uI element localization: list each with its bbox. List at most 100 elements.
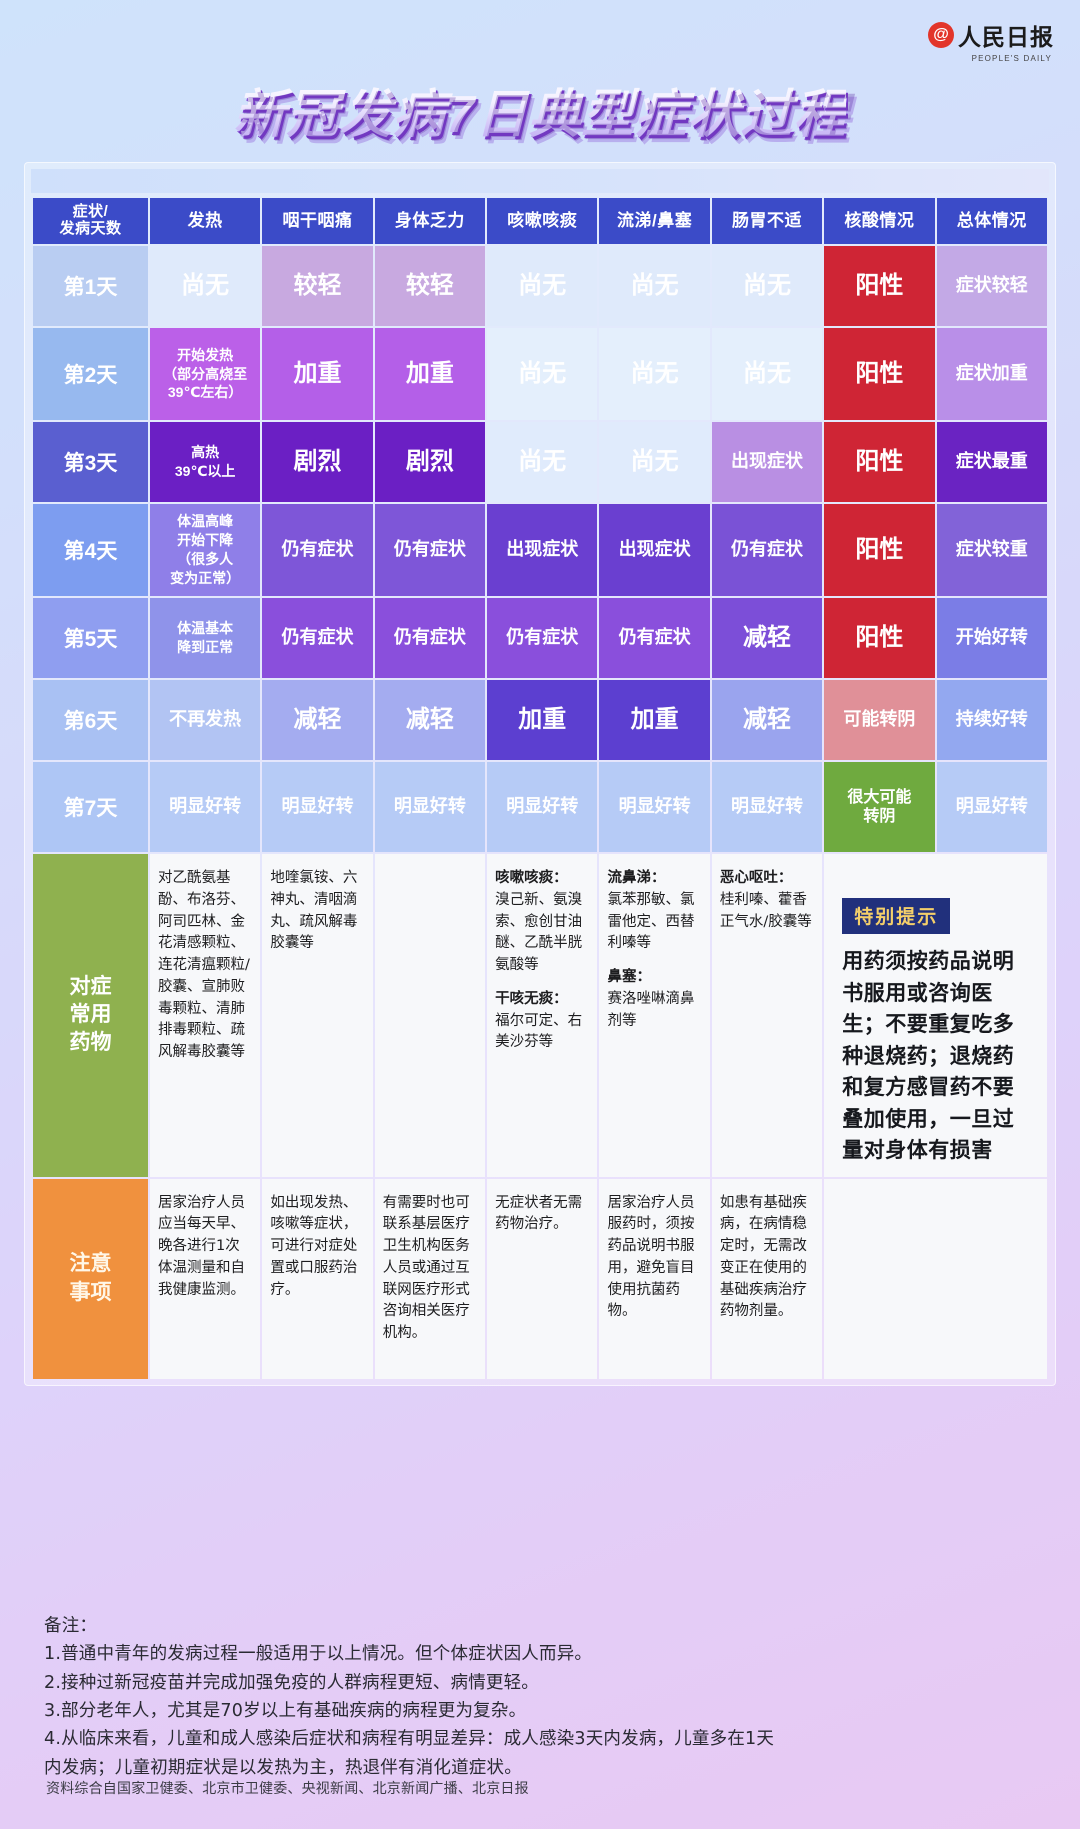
table-row: 第3天 高热 39℃以上 剧烈 剧烈 尚无 尚无 出现症状 阳性 症状最重 [33,422,1047,502]
cell-r3-c2: 仍有症状 [374,504,486,596]
medication-heading: 咳嗽咳痰： [495,870,568,886]
brand-name: 人民日报 [958,24,1054,50]
cell-r6-c3: 明显好转 [487,762,598,852]
caution-empty-cell [824,1178,1047,1379]
cell-r2-c1: 剧烈 [262,422,373,502]
cell-r0-c2: 较轻 [374,246,486,326]
medication-heading: 干咳无痰： [495,990,568,1007]
caution-cell-3: 无症状者无需药物治疗。 [487,1178,598,1379]
medication-label-line: 药物 [69,1031,112,1055]
cautions-label-line: 事项 [69,1280,112,1304]
cell-r0-c1: 较轻 [262,246,373,326]
cell-r4-c1: 仍有症状 [262,598,373,678]
caution-cell-5: 如患有基础疾病，在病情稳定时，无需改变正在使用的基础疾病治疗药物剂量。 [711,1178,823,1379]
source-line: 资料综合自国家卫健委、北京市卫健委、央视新闻、北京新闻广播、北京日报 [46,1781,529,1797]
note-item: 3.部分老年人，尤其是70岁以上有基础疾病的病程更为复杂。 [44,1701,527,1722]
caution-cell-2: 有需要时也可联系基层医疗卫生机构医务人员或通过互联网医疗形式咨询相关医疗机构。 [374,1178,486,1379]
cell-r1-c6: 阳性 [824,328,935,420]
notes-block: 备注： 1.普通中青年的发病过程一般适用于以上情况。但个体症状因人而异。 2.接… [44,1612,1040,1782]
cell-r5-c5: 减轻 [711,680,823,760]
cell-r4-c4: 仍有症状 [599,598,710,678]
cell-r5-c0: 不再发热 [149,680,261,760]
day-label: 第7天 [33,762,148,852]
cell-r2-c2: 剧烈 [374,422,486,502]
cell-r6-c7: 明显好转 [936,762,1047,852]
medication-cell-0: 对乙酰氨基酚、布洛芬、阿司匹林、金花清感颗粒、连花清瘟颗粒/胶囊、宣肺败毒颗粒、… [149,854,261,1177]
at-icon: @ [928,22,954,48]
column-header-2: 咽干咽痛 [262,198,373,244]
cell-r2-c3: 尚无 [487,422,598,502]
table-row: 第5天 体温基本 降到正常 仍有症状 仍有症状 仍有症状 仍有症状 减轻 阳性 开始好转 [33,598,1047,678]
cell-r6-c4: 明显好转 [599,762,710,852]
cell-r3-c5: 仍有症状 [711,504,823,596]
day-label: 第3天 [33,422,148,502]
cell-r6-c5: 明显好转 [711,762,823,852]
column-header-3: 身体乏力 [374,198,486,244]
cell-r1-c1: 加重 [262,328,373,420]
cell-r6-c6: 很大可能 转阴 [824,762,935,852]
cautions-row: 注意事项 居家治疗人员应当每天早、晚各进行1次体温测量和自我健康监测。 如出现发热、… [33,1178,1047,1379]
cell-r4-c2: 仍有症状 [374,598,486,678]
cell-r5-c3: 加重 [487,680,598,760]
cell-r5-c2: 减轻 [374,680,486,760]
cell-r1-c3: 尚无 [487,328,598,420]
cell-r6-c1: 明显好转 [262,762,373,852]
cell-r4-c6: 阳性 [824,598,935,678]
table-header-row: 症状/发病天数 发热 咽干咽痛 身体乏力 咳嗽咳痰 流涕/鼻塞 肠胃不适 核酸情况 总体情况 [33,198,1047,244]
table-row: 第7天 明显好转 明显好转 明显好转 明显好转 明显好转 明显好转 很大可能 转阴 明显好转 [33,762,1047,852]
cell-r0-c4: 尚无 [599,246,710,326]
column-header-1: 发热 [149,198,261,244]
medication-heading: 鼻塞： [607,969,651,985]
cell-r3-c0: 体温高峰 开始下降 （很多人 变为正常） [149,504,261,596]
cell-r3-c4: 出现症状 [599,504,710,596]
cell-r0-c0: 尚无 [149,246,261,326]
caution-cell-1: 如出现发热、咳嗽等症状，可进行对症处置或口服药治疗。 [262,1178,373,1379]
table-row: 第2天 开始发热 （部分高烧至 39℃左右） 加重 加重 尚无 尚无 尚无 阳性 症状加重 [33,328,1047,420]
cell-r3-c1: 仍有症状 [262,504,373,596]
medication-cell-3: 咳嗽咳痰： 溴己新、氨溴索、愈创甘油醚、乙酰半胱氨酸等 干咳无痰： 福尔可定、右美沙芬… [487,854,598,1177]
cell-r2-c6: 阳性 [824,422,935,502]
medication-cell-2 [374,854,486,1177]
card-top-strip [31,169,1049,193]
cell-r5-c6: 可能转阴 [824,680,935,760]
medication-heading: 流鼻涕： [607,870,666,886]
caution-cell-0: 居家治疗人员应当每天早、晚各进行1次体温测量和自我健康监测。 [149,1178,261,1379]
cell-r6-c2: 明显好转 [374,762,486,852]
cell-r5-c1: 减轻 [262,680,373,760]
cell-r0-c3: 尚无 [487,246,598,326]
medication-row: 对症 常用 药物 对乙酰氨基酚、布洛芬、阿司匹林、金花清感颗粒、连花清瘟颗粒/胶囊、宣… [33,854,1047,1177]
note-item: 内发病；儿童初期症状是以发热为主，热退伴有消化道症状。 [44,1757,522,1778]
medication-label-line: 常用 [69,1003,112,1027]
cell-r5-c7: 持续好转 [936,680,1047,760]
notes-title: 备注： [44,1616,98,1636]
day-label: 第2天 [33,328,148,420]
brand-logo-row: @ 人民日报 [928,18,1054,52]
cell-r4-c0: 体温基本 降到正常 [149,598,261,678]
day-label: 第6天 [33,680,148,760]
cell-r4-c5: 减轻 [711,598,823,678]
cell-r6-c0: 明显好转 [149,762,261,852]
cell-r0-c6: 阳性 [824,246,935,326]
brand-english: PEOPLE'S DAILY [971,54,1052,63]
medication-cell-1: 地喹氯铵、六神丸、清咽滴丸、疏风解毒胶囊等 [262,854,373,1177]
cell-r2-c7: 症状最重 [936,422,1047,502]
main-card: 症状/发病天数 发热 咽干咽痛 身体乏力 咳嗽咳痰 流涕/鼻塞 肠胃不适 核酸情况 总体情况 第1… [24,162,1056,1386]
cell-r4-c3: 仍有症状 [487,598,598,678]
cell-r3-c3: 出现症状 [487,504,598,596]
cell-r1-c5: 尚无 [711,328,823,420]
day-label: 第5天 [33,598,148,678]
medication-cell-4: 流鼻涕： 氯苯那敏、氯雷他定、西替利嗪等 鼻塞： 赛洛唑啉滴鼻剂等 [599,854,710,1177]
special-tip-badge: 特别提示 [842,898,951,934]
medication-heading: 恶心呕吐： [719,870,793,886]
table-row: 第4天 体温高峰 开始下降 （很多人 变为正常） 仍有症状 仍有症状 出现症状 出现症状 仍有症状… [33,504,1047,596]
cell-r5-c4: 加重 [599,680,710,760]
cell-r2-c5: 出现症状 [711,422,823,502]
medication-cell-5: 恶心呕吐： 桂利嗪、藿香正气水/胶囊等 [711,854,823,1177]
cell-r0-c5: 尚无 [711,246,823,326]
special-tip-body: 用药须按药品说明书服用或咨询医生；不要重复吃多种退烧药；退烧药和复方感冒药不要叠… [842,950,1015,1162]
cautions-label-line: 注意 [69,1252,112,1276]
cell-r1-c4: 尚无 [599,328,710,420]
cell-r2-c4: 尚无 [599,422,710,502]
note-item: 1.普通中青年的发病过程一般适用于以上情况。但个体症状因人而异。 [44,1644,593,1665]
